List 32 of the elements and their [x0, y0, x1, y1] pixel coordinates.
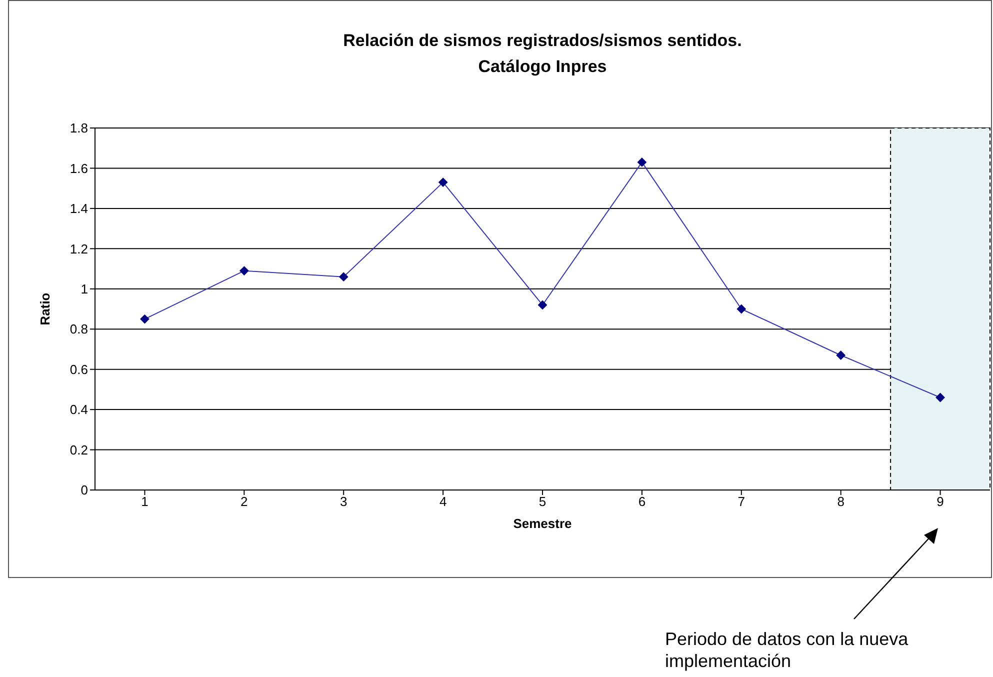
- point: [637, 158, 646, 167]
- point: [140, 314, 150, 324]
- y-tick-label: 0.6: [70, 362, 88, 377]
- point: [836, 350, 846, 360]
- x-tick-label: 9: [936, 494, 944, 510]
- x-tick-label: 8: [837, 494, 844, 510]
- y-tick-label: 0.4: [70, 402, 88, 418]
- point: [438, 178, 448, 187]
- x-tick-label: 2: [240, 494, 248, 510]
- x-tick-label: 4: [439, 494, 447, 510]
- y-tick-label: 0.8: [70, 322, 88, 337]
- point: [240, 266, 249, 276]
- y-tick-label: 1.8: [70, 120, 88, 136]
- chart-title: Relación de sismos registrados/sismos sentidos. Catálogo Inpres: [342, 30, 743, 78]
- point: [936, 392, 945, 402]
- x-tick-label: 1: [141, 494, 148, 510]
- x-tick-label: 5: [538, 494, 546, 510]
- point: [736, 304, 746, 314]
- y-tick-label: 1.6: [70, 160, 88, 176]
- text: Periodo de datos con la nueva implementación: [665, 628, 910, 672]
- x-tick-label: 6: [638, 494, 646, 510]
- y-axis-title: Ratio: [38, 292, 53, 326]
- x-axis-title: Semestre: [513, 516, 572, 531]
- x-tick-label: 3: [340, 494, 348, 510]
- y-tick-label: 0.2: [70, 442, 88, 458]
- y-tick-label: 1.4: [70, 201, 88, 216]
- x-tick-label: 7: [738, 494, 746, 510]
- y-tick-label: 1: [80, 282, 88, 297]
- point: [339, 272, 348, 282]
- y-tick-label: 1.2: [70, 241, 88, 256]
- y-tick-label: 0: [80, 482, 88, 498]
- point: [538, 300, 547, 310]
